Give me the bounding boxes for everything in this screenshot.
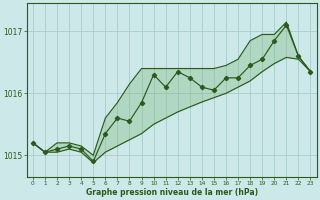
X-axis label: Graphe pression niveau de la mer (hPa): Graphe pression niveau de la mer (hPa) bbox=[86, 188, 258, 197]
